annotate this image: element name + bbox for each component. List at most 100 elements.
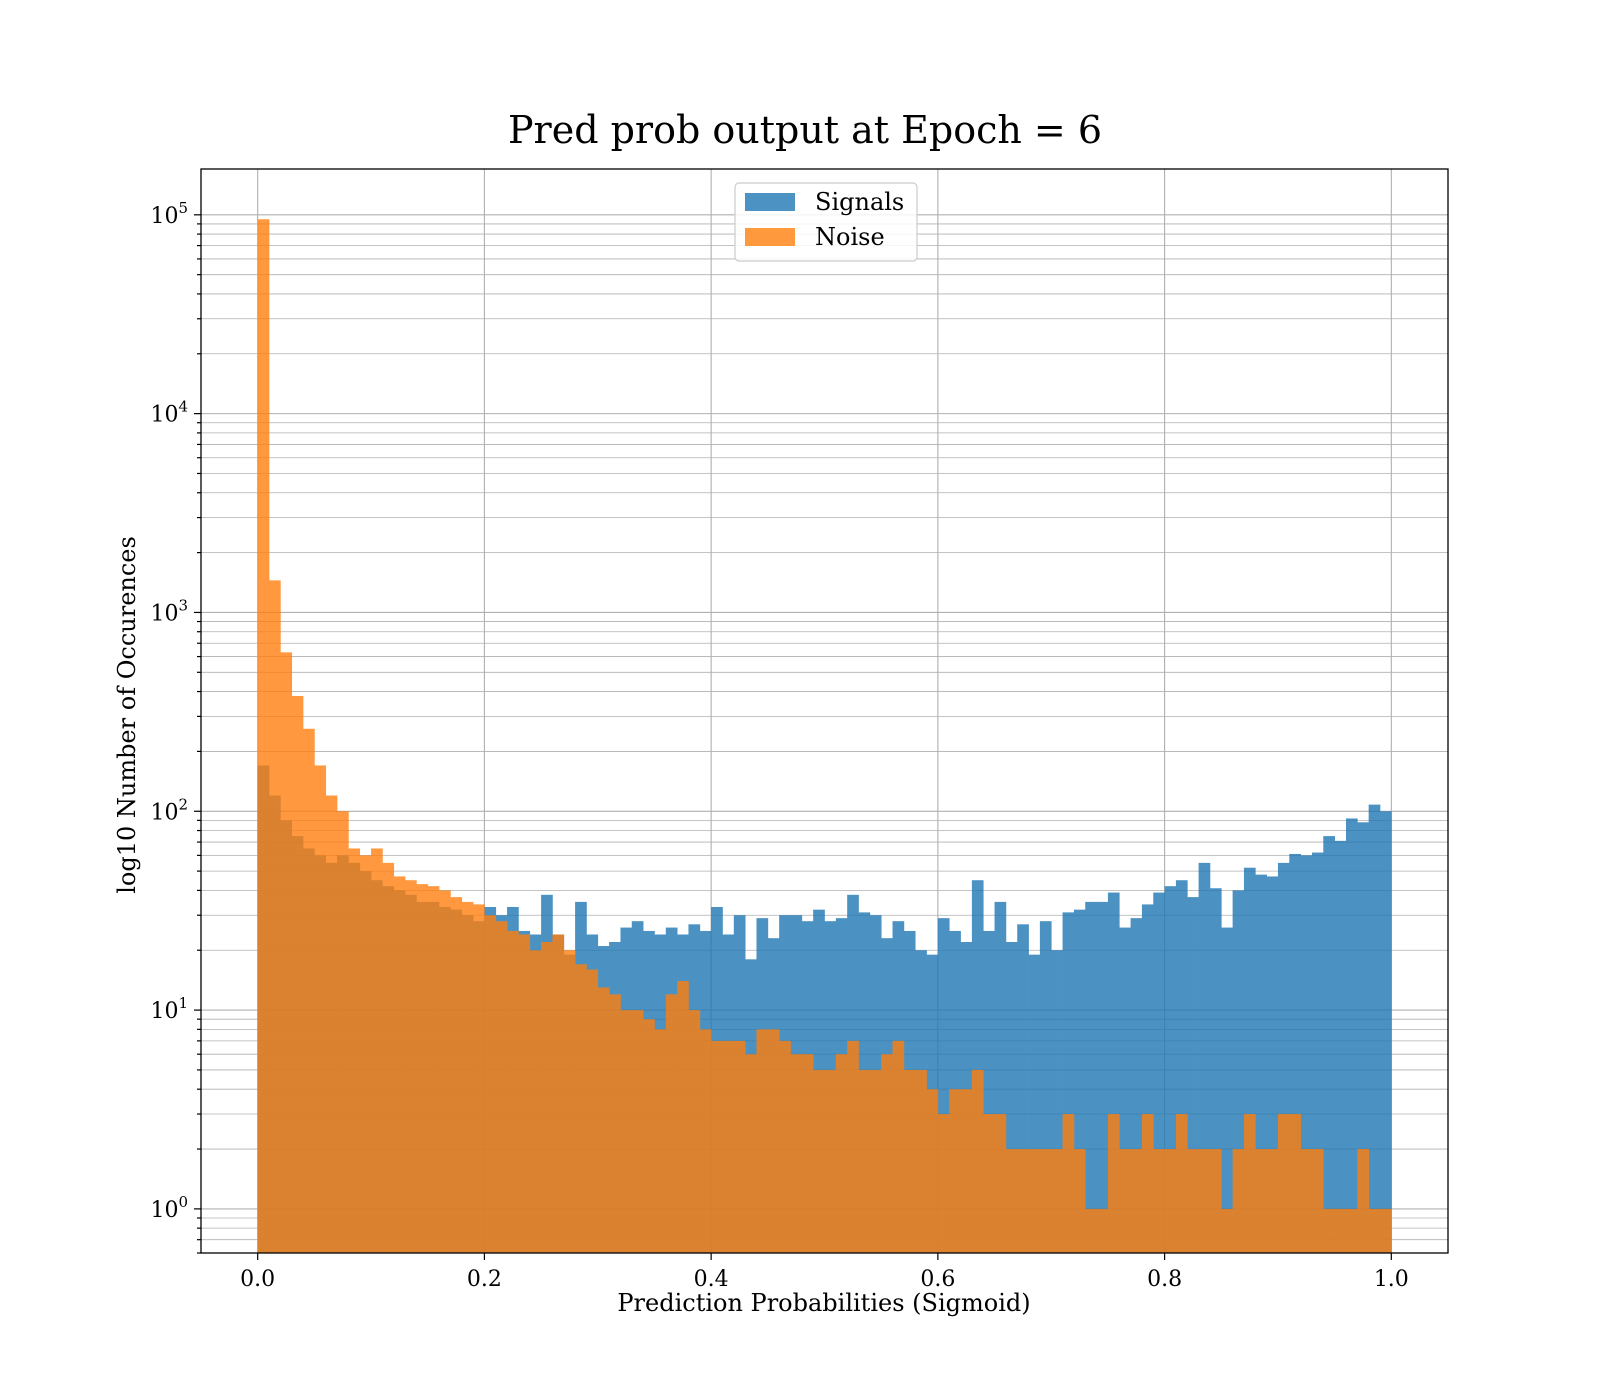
noise-bar	[1096, 1208, 1109, 1253]
signals-bar	[1028, 954, 1041, 1253]
noise-bar	[937, 1114, 950, 1253]
signals-bar	[1119, 927, 1131, 1253]
signals-bar	[1153, 892, 1165, 1253]
noise-bar	[926, 1089, 939, 1253]
signals-bar	[1368, 804, 1381, 1253]
noise-bar	[269, 580, 281, 1253]
noise-bar	[1277, 1114, 1290, 1253]
noise-bar	[291, 695, 304, 1253]
noise-bar	[1198, 1149, 1211, 1253]
noise-bar	[824, 1069, 837, 1253]
x-tick-label: 0.8	[1147, 1267, 1182, 1292]
noise-bar	[1266, 1149, 1279, 1253]
noise-bar	[1028, 1149, 1041, 1253]
noise-bar	[971, 1069, 984, 1253]
y-tick-label: 100	[150, 1193, 188, 1223]
signals-bar	[1141, 904, 1154, 1253]
noise-bar	[552, 934, 565, 1253]
signals-bar	[971, 880, 984, 1253]
noise-bar	[484, 915, 497, 1253]
noise-bar	[325, 795, 338, 1253]
noise-bar	[1379, 1208, 1392, 1253]
noise-bar	[495, 921, 508, 1253]
signals-bar	[1277, 862, 1290, 1253]
noise-bar	[382, 862, 395, 1253]
noise-bar	[1187, 1149, 1199, 1253]
legend-label-noise: Noise	[815, 223, 885, 251]
noise-bar	[915, 1069, 927, 1253]
signals-bar	[1096, 901, 1109, 1253]
noise-bar	[903, 1069, 916, 1253]
noise-bar	[1255, 1149, 1267, 1253]
noise-bar	[1289, 1114, 1301, 1253]
noise-bar	[473, 904, 485, 1253]
y-tick-label: 105	[150, 199, 188, 229]
noise-bar	[586, 969, 599, 1253]
noise-bar	[439, 890, 451, 1253]
x-axis-label: Prediction Probabilities (Sigmoid)	[617, 1289, 1030, 1317]
noise-bar	[1368, 1208, 1381, 1253]
noise-bar	[881, 1054, 893, 1253]
noise-bar	[563, 950, 576, 1253]
noise-bar	[541, 941, 553, 1253]
axis-ticks: 0.0 0.2 0.4 0.6 0.8 1.0 100 101 102 103 104 105	[150, 199, 1408, 1292]
noise-bar	[960, 1089, 973, 1253]
noise-bar	[257, 219, 270, 1254]
x-tick-label: 0.0	[240, 1267, 275, 1292]
signals-bar	[1232, 890, 1245, 1253]
legend-swatch-signals	[745, 193, 795, 211]
noise-bar	[745, 1054, 757, 1253]
noise-bar	[1005, 1149, 1018, 1253]
x-tick-label: 0.6	[920, 1267, 955, 1292]
noise-bar	[314, 765, 327, 1253]
noise-bar	[1141, 1114, 1154, 1253]
noise-bar	[1107, 1114, 1120, 1253]
noise-bar	[767, 1029, 780, 1253]
noise-bar	[892, 1040, 905, 1253]
axes-frame	[200, 168, 1449, 1254]
signals-bar	[983, 930, 995, 1253]
noise-bar	[280, 652, 293, 1253]
signals-bar	[1005, 941, 1018, 1253]
noise-bar	[1062, 1114, 1075, 1253]
noise-bar	[688, 1010, 701, 1253]
signals-bar	[937, 918, 950, 1253]
noise-bar	[1085, 1208, 1097, 1253]
noise-bar	[609, 994, 621, 1253]
noise-bar	[1300, 1149, 1313, 1253]
noise-bar	[665, 994, 678, 1253]
noise-bar	[1311, 1149, 1324, 1253]
signals-bar	[1266, 876, 1279, 1253]
signals-bar	[1017, 924, 1029, 1253]
noise-bar	[620, 1010, 633, 1253]
y-tick-label: 103	[150, 596, 188, 626]
y-tick-label: 101	[150, 994, 188, 1024]
noise-bar	[858, 1069, 871, 1253]
noise-bar	[518, 934, 531, 1253]
signals-bar	[1164, 886, 1177, 1253]
noise-bar	[405, 880, 417, 1253]
noise-bar	[733, 1040, 746, 1253]
noise-bar	[949, 1089, 961, 1253]
signals-bar	[1311, 852, 1324, 1253]
y-tick-label: 102	[150, 795, 188, 825]
noise-bar	[1334, 1208, 1347, 1253]
signals-bar	[1334, 840, 1347, 1253]
noise-bar	[1345, 1208, 1358, 1253]
noise-bar	[1243, 1114, 1256, 1253]
noise-bar	[813, 1069, 825, 1253]
noise-bar	[631, 1010, 644, 1253]
signals-bar	[1300, 855, 1313, 1253]
noise-bar	[779, 1040, 791, 1253]
noise-bar	[359, 855, 372, 1253]
noise-bar	[756, 1029, 769, 1253]
signals-bar	[1323, 836, 1335, 1253]
noise-bar	[507, 930, 519, 1253]
y-axis-label: log10 Number of Occurences	[113, 536, 141, 894]
noise-bar	[303, 728, 315, 1253]
x-tick-label: 1.0	[1374, 1267, 1409, 1292]
noise-bar	[1164, 1149, 1177, 1253]
noise-bar	[450, 897, 463, 1253]
signals-bar	[1130, 918, 1143, 1253]
noise-bar	[1357, 1149, 1369, 1253]
